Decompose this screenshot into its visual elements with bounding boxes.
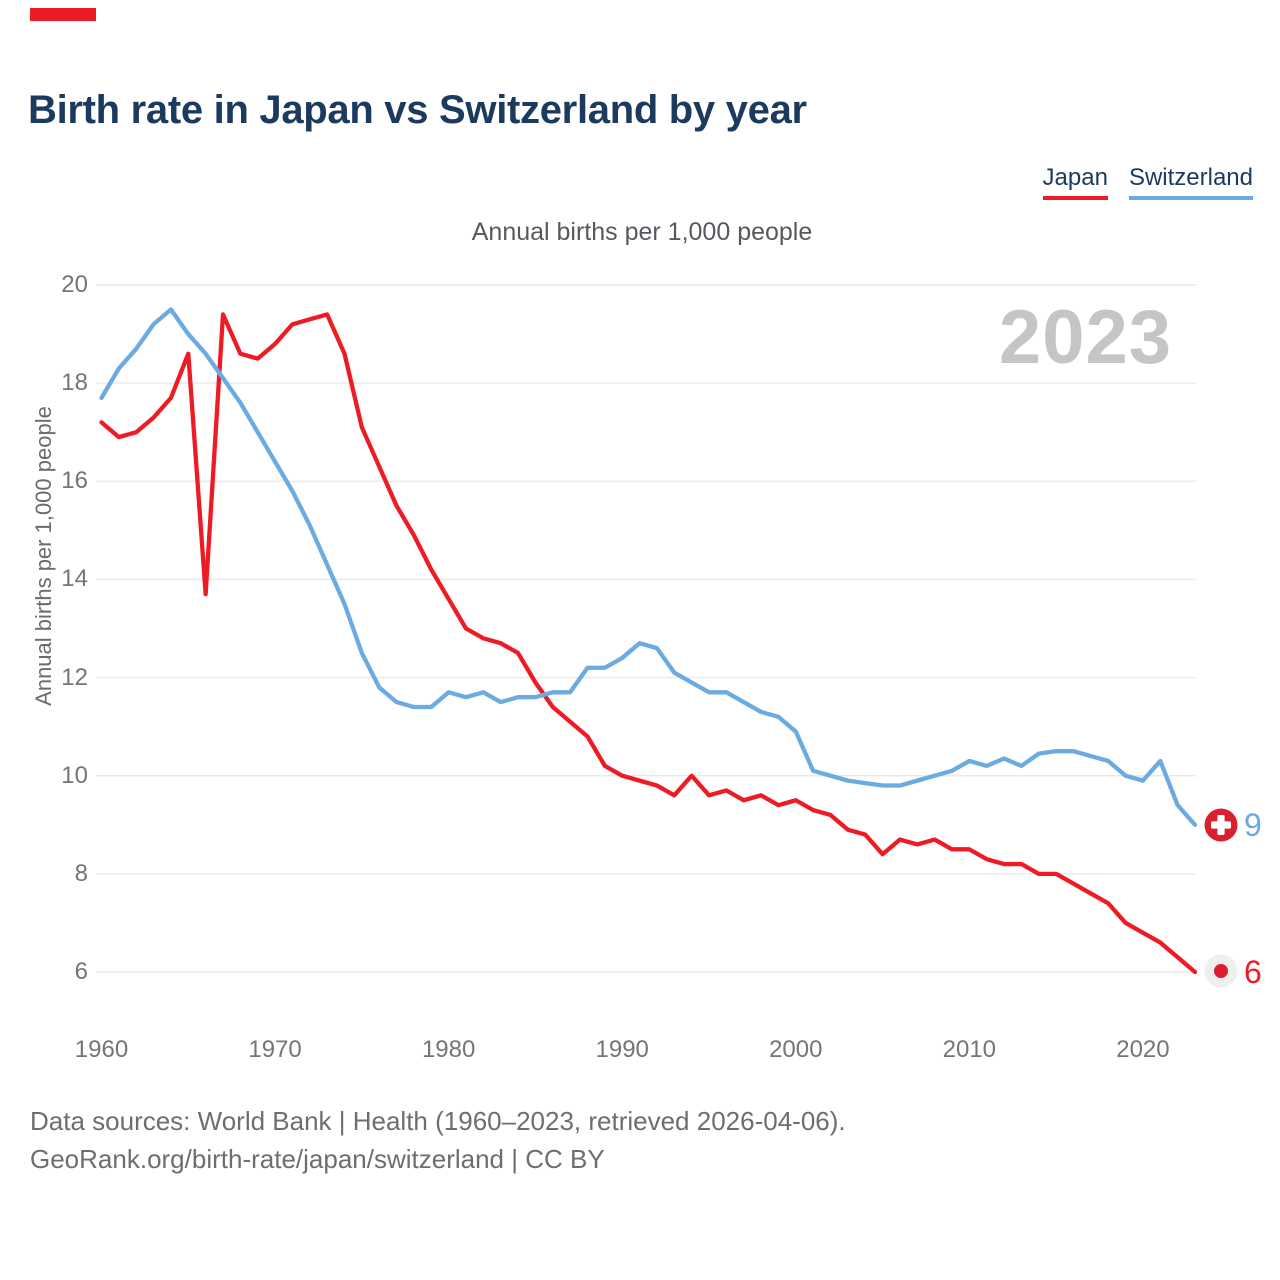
switzerland-end-value-label: 9 bbox=[1244, 806, 1262, 843]
y-tick-label: 6 bbox=[74, 958, 88, 985]
switzerland-series-line bbox=[99, 307, 1198, 827]
switzerland-flag-icon bbox=[1204, 808, 1238, 842]
y-tick-label: 16 bbox=[61, 467, 88, 495]
y-tick-label: 14 bbox=[61, 565, 88, 593]
legend: Japan Switzerland bbox=[1042, 164, 1253, 201]
y-tick-label: 8 bbox=[74, 859, 88, 887]
footer-sources-line: Data sources: World Bank | Health (1960–… bbox=[30, 1106, 846, 1136]
footer: Data sources: World Bank | Health (1960–… bbox=[30, 1102, 846, 1178]
x-tick-label: 1960 bbox=[74, 1036, 129, 1063]
x-tick-label: 1980 bbox=[421, 1036, 476, 1063]
series-lines bbox=[99, 307, 1198, 975]
legend-item-japan[interactable]: Japan bbox=[1042, 164, 1108, 201]
y-tick-label: 12 bbox=[61, 663, 88, 691]
gridlines bbox=[96, 284, 1196, 973]
x-tick-label: 1970 bbox=[248, 1036, 302, 1063]
x-tick-label: 2020 bbox=[1116, 1036, 1170, 1063]
footer-url-line: GeoRank.org/birth-rate/japan/switzerland… bbox=[30, 1144, 605, 1174]
chart-subtitle: Annual births per 1,000 people bbox=[471, 218, 813, 246]
japan-series-line bbox=[99, 312, 1198, 975]
japan-flag-icon bbox=[1204, 954, 1238, 988]
brand-accent-bar bbox=[30, 8, 96, 21]
chart-title: Birth rate in Japan vs Switzerland by ye… bbox=[28, 88, 807, 132]
x-tick-label: 1990 bbox=[595, 1036, 649, 1063]
x-tick-label: 2010 bbox=[942, 1036, 997, 1063]
y-tick-label: 20 bbox=[61, 271, 88, 298]
y-tick-label: 18 bbox=[61, 369, 88, 397]
x-tick-label: 2000 bbox=[769, 1036, 823, 1063]
legend-item-switzerland[interactable]: Switzerland bbox=[1128, 164, 1253, 201]
y-tick-label: 10 bbox=[61, 761, 88, 789]
year-watermark: 2023 bbox=[998, 295, 1172, 380]
japan-end-value-label: 6 bbox=[1244, 954, 1262, 990]
